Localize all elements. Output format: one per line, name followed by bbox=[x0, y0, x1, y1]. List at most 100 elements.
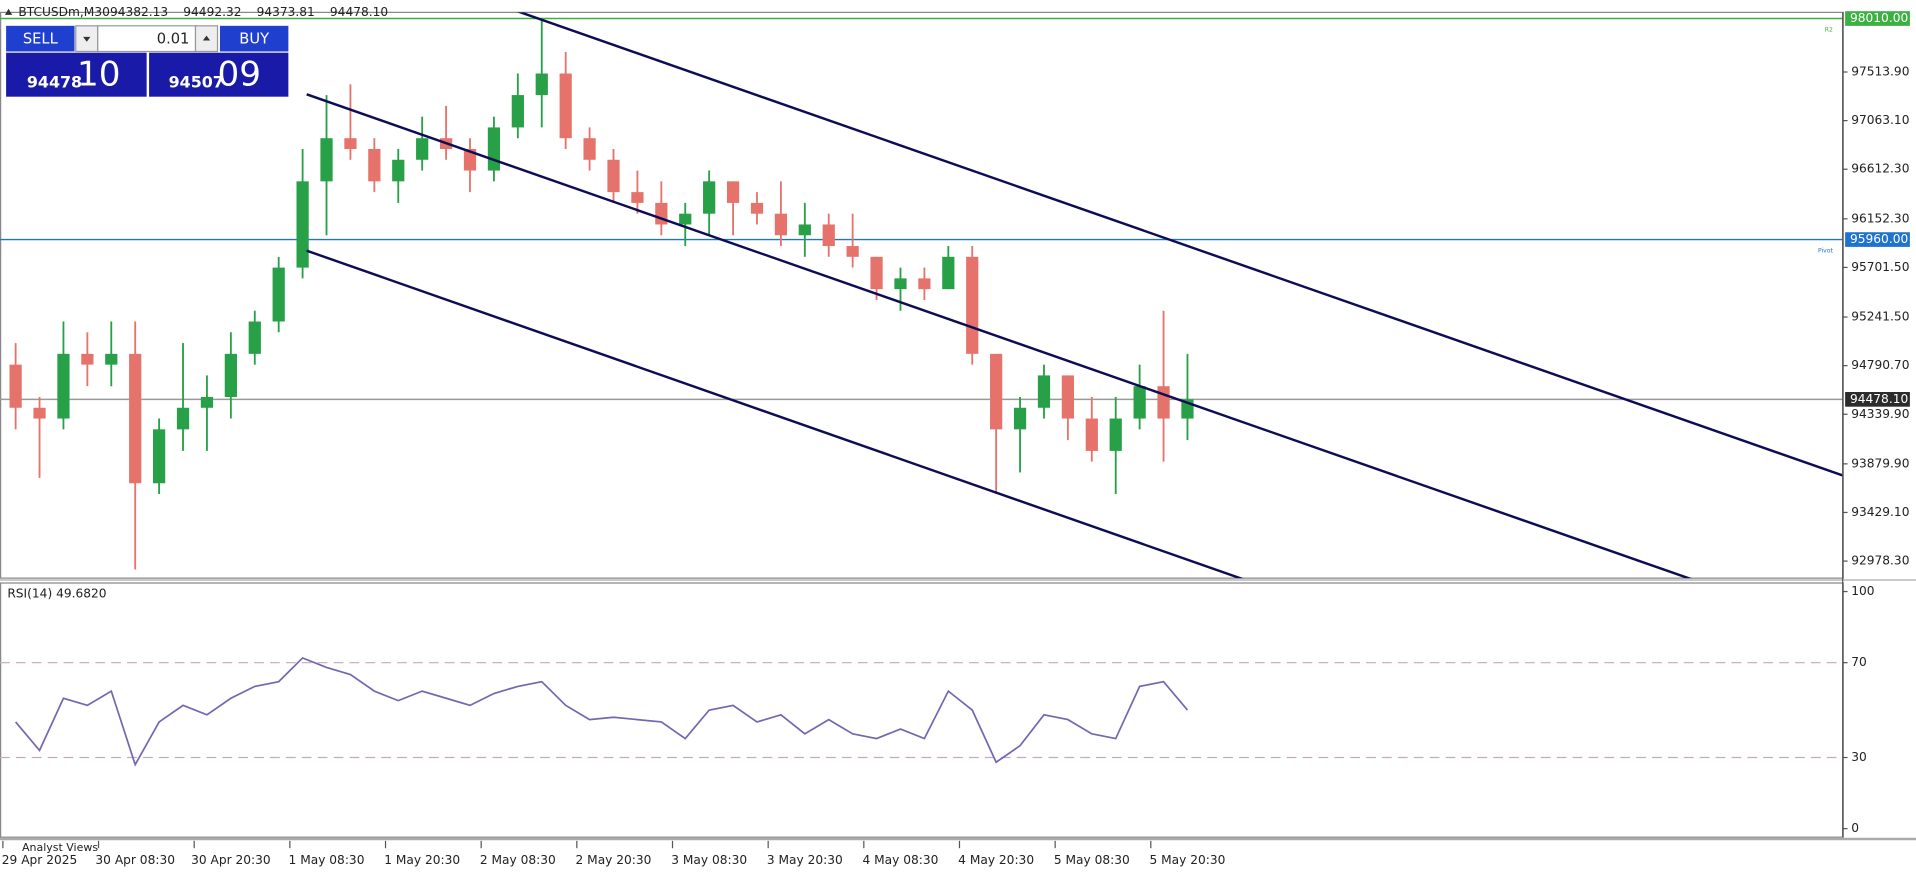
rsi-line bbox=[14, 656, 1189, 767]
level-label: 95960.00 bbox=[1850, 232, 1908, 246]
candle-body bbox=[81, 353, 94, 365]
y-tick-label: 100 bbox=[1851, 584, 1874, 598]
symbol: BTCUSDm,M30 bbox=[18, 5, 110, 19]
candle-body bbox=[774, 213, 788, 236]
up-arrow bbox=[202, 35, 211, 41]
y-tick-label: 97063.10 bbox=[1851, 113, 1909, 127]
y-tick-label: 94339.90 bbox=[1851, 407, 1909, 421]
bid-big: 10 bbox=[77, 54, 121, 94]
candle-body bbox=[559, 73, 572, 139]
buy-button[interactable] bbox=[219, 25, 289, 52]
candle-body bbox=[942, 256, 955, 290]
candle-body bbox=[750, 202, 764, 214]
dropdown-arrow bbox=[83, 36, 91, 42]
y-tick-label: 0 bbox=[1851, 821, 1859, 835]
ask-main: 94507 bbox=[169, 73, 224, 92]
axes: 97513.90 97063.10 96612.30 96152.30 95701.50… bbox=[2, 11, 1910, 867]
y-tick-label: 93879.90 bbox=[1851, 456, 1909, 470]
high: 94492.32 bbox=[183, 5, 241, 19]
y-tick-label: 30 bbox=[1851, 750, 1867, 764]
y-tick-label: 93429.10 bbox=[1851, 505, 1909, 519]
bid-main: 94478 bbox=[27, 73, 82, 92]
open: 94382.13 bbox=[110, 5, 168, 19]
candle-body bbox=[846, 246, 859, 257]
candle-body bbox=[1133, 386, 1146, 419]
candle-body bbox=[368, 148, 381, 182]
x-tick-label: 4 May 20:30 bbox=[958, 853, 1034, 867]
candle-body bbox=[200, 396, 214, 408]
sell-label: SELL bbox=[23, 30, 59, 47]
rsi-plot bbox=[0, 656, 1843, 767]
candle-body bbox=[416, 138, 429, 160]
x-tick-label: 2 May 20:30 bbox=[576, 853, 652, 867]
candle-body bbox=[535, 73, 548, 96]
trendline bbox=[306, 93, 1693, 579]
candle-body bbox=[894, 278, 907, 290]
candle-body bbox=[822, 224, 835, 247]
level-label: 94478.10 bbox=[1850, 392, 1908, 406]
candle-body bbox=[631, 192, 644, 203]
ask-box[interactable] bbox=[149, 52, 289, 97]
y-tick-label: 96612.30 bbox=[1851, 162, 1909, 176]
candle-body bbox=[511, 95, 524, 128]
x-tick-label: 29 Apr 2025 bbox=[2, 853, 77, 867]
x-tick-label: 1 May 08:30 bbox=[289, 853, 365, 867]
level-tag bbox=[1845, 392, 1910, 407]
candle-body bbox=[798, 224, 811, 236]
collapse-arrow[interactable] bbox=[4, 8, 13, 15]
candle-body bbox=[463, 148, 477, 171]
candle-body bbox=[176, 407, 190, 430]
candle-body bbox=[966, 256, 979, 354]
trade-panel: SELL 0.01 BUY 94478 10 94507 09 bbox=[6, 25, 289, 97]
candle-body bbox=[153, 429, 166, 484]
trendline bbox=[306, 249, 1244, 579]
candle-body bbox=[1109, 418, 1122, 451]
candle-body bbox=[129, 353, 142, 484]
candle-body bbox=[870, 256, 883, 290]
y-tick-label: 95701.50 bbox=[1851, 260, 1909, 274]
candle-body bbox=[1013, 407, 1027, 430]
x-tick-label: 5 May 08:30 bbox=[1054, 853, 1130, 867]
footer-tab[interactable]: Analyst Views bbox=[22, 841, 98, 854]
candle-body bbox=[1061, 375, 1074, 419]
lot-input[interactable] bbox=[97, 25, 197, 53]
ask-big: 09 bbox=[218, 54, 262, 94]
level-name: R2 bbox=[1825, 27, 1833, 34]
x-tick-label: 5 May 20:30 bbox=[1150, 853, 1226, 867]
y-tick-label: 96152.30 bbox=[1851, 211, 1909, 225]
x-tick-label: 3 May 20:30 bbox=[767, 853, 843, 867]
y-tick-label: 97513.90 bbox=[1851, 65, 1909, 79]
x-tick-label: 30 Apr 20:30 bbox=[191, 853, 271, 867]
close: 94478.10 bbox=[330, 5, 388, 19]
x-tick-label: 3 May 08:30 bbox=[671, 853, 747, 867]
bid-box[interactable] bbox=[6, 52, 147, 97]
level-label: 98010.00 bbox=[1850, 11, 1908, 25]
candle-body bbox=[1037, 375, 1051, 408]
candle-body bbox=[9, 364, 22, 408]
candle-body bbox=[392, 159, 405, 182]
candle-body bbox=[583, 138, 596, 160]
candle-body bbox=[726, 181, 740, 203]
y-tick-label: 95241.50 bbox=[1851, 310, 1909, 324]
trendline bbox=[516, 12, 1843, 477]
sell-button[interactable] bbox=[6, 25, 75, 52]
candle-body bbox=[224, 353, 237, 397]
candle-body bbox=[296, 181, 309, 268]
level-tag bbox=[1845, 232, 1910, 247]
candle-body bbox=[344, 138, 357, 149]
level-tag bbox=[1845, 11, 1910, 26]
candle-body bbox=[105, 353, 118, 365]
candle-body bbox=[918, 278, 931, 290]
candle-body bbox=[272, 267, 285, 322]
lot-value: 0.01 bbox=[157, 30, 190, 47]
candle-body bbox=[1157, 386, 1170, 419]
candle-body bbox=[487, 127, 501, 171]
buy-label: BUY bbox=[239, 30, 269, 47]
candle-body bbox=[703, 181, 716, 214]
y-tick-label: 92978.30 bbox=[1851, 554, 1909, 568]
candle-body bbox=[1085, 418, 1098, 451]
x-tick-label: 2 May 08:30 bbox=[480, 853, 556, 867]
candle-body bbox=[679, 213, 692, 225]
y-tick-label: 70 bbox=[1851, 655, 1867, 669]
